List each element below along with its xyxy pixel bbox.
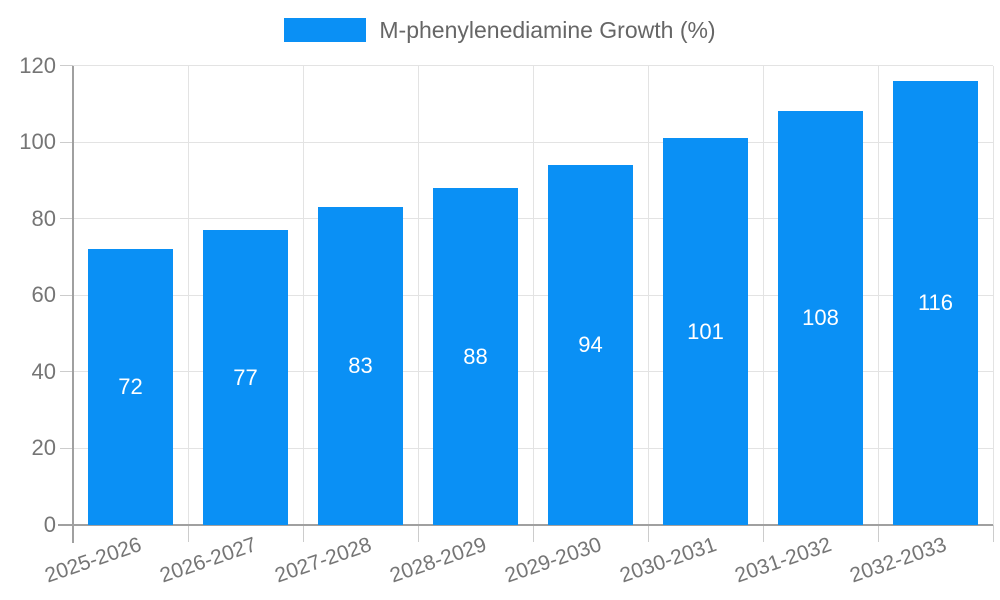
x-gridline: [187, 65, 189, 525]
x-gridline: [417, 65, 419, 525]
bar-value-label: 116: [917, 289, 954, 315]
bar: 94: [548, 165, 633, 525]
y-axis-tick-label: 60: [31, 282, 56, 308]
x-tick: [187, 525, 189, 542]
x-axis-tick-label: 2025-2026: [41, 533, 144, 588]
y-axis-tick-label: 80: [31, 205, 56, 231]
y-axis-tick-label: 120: [19, 52, 56, 78]
x-axis-tick-label: 2028-2029: [386, 533, 489, 588]
y-axis-tick-label: 20: [31, 435, 56, 461]
x-axis-tick-label: 2029-2030: [501, 533, 604, 588]
x-gridline: [992, 65, 994, 525]
x-axis-tick-label: 2030-2031: [616, 533, 719, 588]
x-gridline: [647, 65, 649, 525]
y-tick: [60, 447, 73, 449]
bar: 77: [203, 230, 288, 525]
bar-value-label: 108: [802, 305, 839, 331]
y-tick: [60, 371, 73, 373]
x-tick: [417, 525, 419, 542]
x-gridline: [532, 65, 534, 525]
legend-label: M-phenylenediamine Growth (%): [379, 16, 716, 43]
bar: 83: [318, 207, 403, 525]
x-tick: [647, 525, 649, 542]
x-tick: [762, 525, 764, 542]
x-tick: [877, 525, 879, 542]
bar: 72: [88, 249, 173, 525]
y-axis-tick-label: 40: [31, 358, 56, 384]
x-axis-tick-label: 2032-2033: [846, 533, 949, 588]
x-tick: [302, 525, 304, 542]
legend[interactable]: M-phenylenediamine Growth (%): [0, 14, 1000, 46]
y-axis-tick-label: 0: [43, 512, 56, 537]
y-tick: [60, 218, 73, 220]
bar: 101: [663, 138, 748, 525]
x-axis-tick-label: 2026-2027: [156, 533, 259, 588]
x-tick: [532, 525, 534, 542]
bar: 88: [433, 188, 518, 525]
bar-value-label: 83: [348, 353, 373, 379]
y-tick: [60, 294, 73, 296]
y-axis-line: [72, 65, 74, 543]
y-axis-tick-label: 100: [19, 129, 56, 155]
x-gridline: [302, 65, 304, 525]
bar-value-label: 72: [118, 374, 143, 400]
x-tick: [992, 525, 994, 542]
bar-value-label: 94: [578, 332, 603, 358]
bar: 108: [778, 111, 863, 525]
y-tick: [60, 65, 73, 66]
x-gridline: [877, 65, 879, 525]
bar-value-label: 88: [463, 343, 488, 369]
x-axis-tick-label: 2027-2028: [271, 533, 374, 588]
x-axis-line: [58, 524, 993, 526]
x-gridline: [762, 65, 764, 525]
y-tick: [60, 141, 73, 143]
legend-swatch: [284, 18, 367, 42]
x-axis-tick-label: 2031-2032: [731, 533, 834, 588]
bar: 116: [893, 80, 978, 525]
bar-value-label: 101: [687, 318, 724, 344]
bar-value-label: 77: [233, 364, 258, 390]
